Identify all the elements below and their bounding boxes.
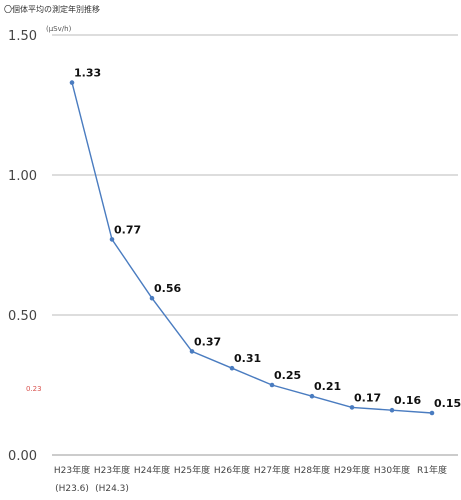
series-line [71, 82, 433, 414]
data-label: 0.56 [154, 282, 181, 295]
x-tick-label: H27年度 [254, 464, 290, 476]
data-point [309, 393, 315, 399]
data-point [149, 295, 155, 301]
reference-level-label: 0.23 [26, 385, 42, 393]
x-tick-sublabel: (H24.3) [95, 484, 129, 494]
gridlines [52, 34, 458, 456]
x-tick-label: R1年度 [417, 464, 447, 476]
data-point [349, 405, 355, 410]
x-tick-label: H24年度 [134, 464, 170, 476]
x-tick-sublabel: (H23.6) [55, 484, 89, 494]
data-point [69, 80, 75, 85]
data-label: 0.16 [394, 394, 421, 407]
data-label: 0.31 [234, 352, 261, 365]
data-point [389, 407, 395, 413]
x-tick-label: H25年度 [174, 464, 210, 476]
y-tick-label: 0.00 [8, 449, 37, 464]
unit-label: (μSv/h) [46, 25, 72, 33]
chart-title: 〇個体平均の測定年別推移 [4, 4, 100, 14]
data-labels: 1.33 0.77 0.56 0.37 0.31 0.25 0.21 0.17 0.16 0.15 [74, 67, 461, 410]
data-label: 0.77 [114, 223, 141, 236]
y-tick-label: 1.00 [8, 169, 37, 184]
data-point [109, 237, 115, 242]
data-points [69, 80, 435, 416]
data-label: 0.15 [434, 397, 461, 410]
x-tick-label: H30年度 [374, 464, 410, 476]
x-tick-label: H23年度 [54, 464, 90, 476]
x-tick-label: H28年度 [294, 464, 330, 476]
x-tick-label: H23年度 [94, 464, 130, 476]
data-label: 0.17 [354, 391, 381, 404]
x-axis-ticks: H23年度 (H23.6) H23年度 (H24.3) H24年度 H25年度 H26年度 H… [54, 464, 447, 494]
data-label: 1.33 [74, 67, 101, 80]
data-point [189, 349, 195, 354]
data-point [429, 410, 435, 416]
y-tick-label: 1.50 [8, 29, 37, 44]
y-axis-ticks: 0.00 0.50 1.00 1.50 [8, 29, 37, 464]
data-label: 0.21 [314, 380, 341, 393]
data-point [229, 365, 235, 371]
data-point [269, 382, 275, 388]
y-tick-label: 0.50 [8, 309, 37, 324]
data-label: 0.37 [194, 335, 221, 348]
data-label: 0.25 [274, 369, 301, 382]
x-tick-label: H29年度 [334, 464, 370, 476]
x-tick-label: H26年度 [214, 464, 250, 476]
